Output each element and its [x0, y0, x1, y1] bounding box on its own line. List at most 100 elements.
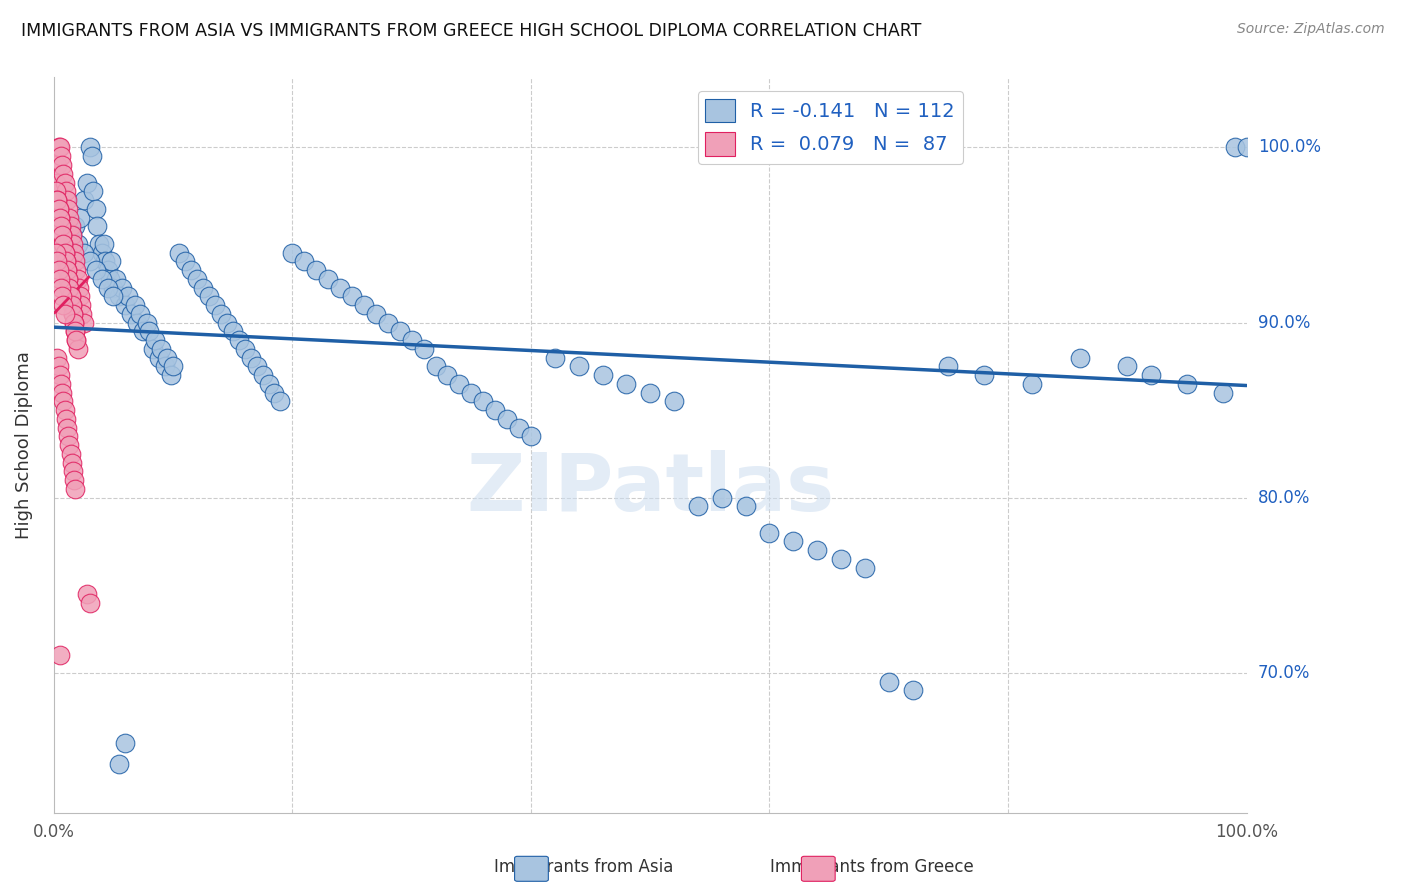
Point [388, 324, 411, 338]
Point [180, 263, 202, 277]
Point [1069, 351, 1091, 365]
Point [49, 219, 72, 234]
Point [59, 447, 82, 461]
Point [65, 482, 87, 496]
Point [103, 280, 125, 294]
Point [108, 756, 131, 771]
Point [973, 368, 995, 383]
Point [638, 385, 661, 400]
Point [246, 359, 269, 374]
Point [49, 280, 72, 294]
Point [167, 245, 190, 260]
Point [228, 333, 250, 347]
Point [138, 324, 160, 338]
Point [65, 263, 87, 277]
Point [66, 342, 89, 356]
Point [484, 403, 506, 417]
Point [1175, 376, 1198, 391]
Point [53, 245, 76, 260]
Point [239, 351, 262, 365]
Point [472, 394, 495, 409]
Point [84, 202, 107, 216]
Point [281, 245, 304, 260]
Point [56, 263, 79, 277]
Point [159, 368, 181, 383]
Point [508, 420, 530, 434]
Point [52, 298, 75, 312]
Text: ZIPatlas: ZIPatlas [465, 450, 834, 528]
Point [76, 587, 98, 601]
Text: Source: ZipAtlas.com: Source: ZipAtlas.com [1237, 22, 1385, 37]
Point [84, 263, 107, 277]
Point [316, 272, 339, 286]
Text: 70.0%: 70.0% [1258, 664, 1310, 681]
Point [174, 254, 197, 268]
Point [1212, 385, 1234, 400]
Point [401, 333, 423, 347]
Point [56, 420, 79, 434]
Point [156, 351, 179, 365]
Point [56, 202, 79, 216]
Point [96, 280, 118, 294]
Text: IMMIGRANTS FROM ASIA VS IMMIGRANTS FROM GREECE HIGH SCHOOL DIPLOMA CORRELATION C: IMMIGRANTS FROM ASIA VS IMMIGRANTS FROM … [21, 22, 921, 40]
Point [520, 429, 543, 443]
Point [65, 219, 87, 234]
Point [233, 342, 256, 356]
Point [198, 289, 221, 303]
Point [46, 193, 69, 207]
Point [94, 254, 117, 268]
Point [292, 254, 315, 268]
Point [568, 359, 591, 374]
Point [127, 316, 149, 330]
Point [63, 316, 86, 330]
Point [45, 176, 67, 190]
Point [162, 359, 184, 374]
Point [49, 376, 72, 391]
Point [143, 333, 166, 347]
Text: Immigrants from Asia: Immigrants from Asia [494, 858, 673, 876]
Point [592, 368, 614, 383]
Point [66, 272, 89, 286]
Point [100, 254, 122, 268]
Point [150, 342, 173, 356]
Point [758, 525, 780, 540]
Point [79, 140, 101, 154]
Point [56, 272, 79, 286]
Point [82, 184, 104, 198]
Point [60, 456, 83, 470]
Point [222, 324, 245, 338]
Point [56, 263, 79, 277]
Legend: R = -0.141   N = 112, R =  0.079   N =  87: R = -0.141 N = 112, R = 0.079 N = 87 [697, 91, 963, 163]
Point [710, 491, 733, 505]
Point [89, 236, 111, 251]
Point [60, 298, 83, 312]
Point [49, 219, 72, 234]
Point [48, 263, 70, 277]
Point [104, 272, 127, 286]
Point [45, 184, 67, 198]
Point [853, 560, 876, 574]
Point [117, 289, 139, 303]
Point [46, 193, 69, 207]
Point [544, 351, 567, 365]
Point [269, 394, 291, 409]
Point [63, 316, 86, 330]
Point [49, 272, 72, 286]
Point [436, 368, 458, 383]
Point [132, 324, 155, 338]
Point [830, 552, 852, 566]
Point [209, 307, 232, 321]
Point [53, 403, 76, 417]
Point [65, 324, 87, 338]
Point [49, 140, 72, 154]
Point [53, 176, 76, 190]
Point [62, 307, 84, 321]
Point [90, 245, 112, 260]
Point [124, 298, 146, 312]
Point [51, 289, 73, 303]
Point [56, 429, 79, 443]
Point [90, 272, 112, 286]
Point [48, 202, 70, 216]
Point [135, 316, 157, 330]
Point [48, 202, 70, 216]
